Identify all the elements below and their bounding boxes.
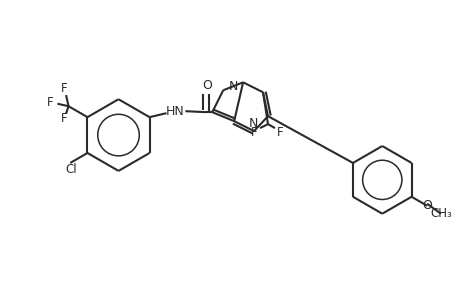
Text: HN: HN [166, 105, 185, 118]
Text: CH₃: CH₃ [429, 207, 451, 220]
Text: Cl: Cl [65, 164, 77, 176]
Text: O: O [202, 79, 212, 92]
Text: F: F [250, 126, 257, 139]
Text: O: O [421, 199, 431, 212]
Text: F: F [47, 96, 54, 109]
Text: F: F [276, 126, 283, 139]
Text: N: N [248, 117, 257, 130]
Text: F: F [61, 82, 68, 95]
Text: F: F [61, 112, 68, 124]
Text: N: N [228, 80, 237, 93]
